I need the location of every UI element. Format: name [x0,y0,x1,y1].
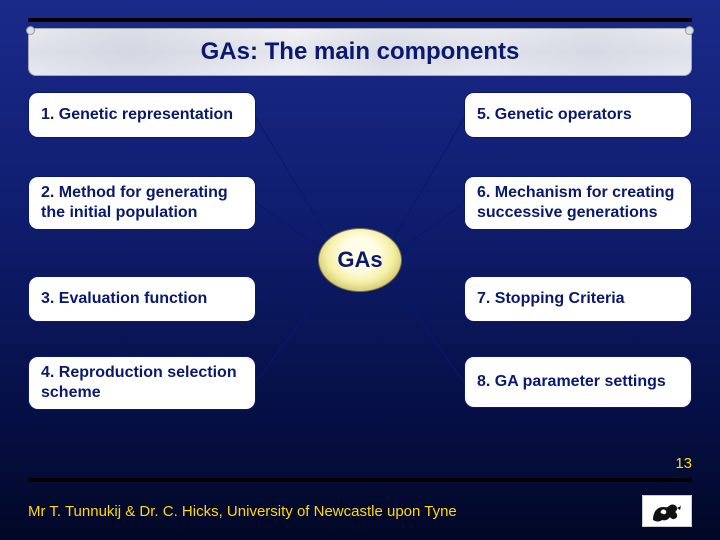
footer-rule [28,478,692,482]
card-parameter-settings: 8. GA parameter settings [464,356,692,408]
slide-title: GAs: The main components [201,38,520,66]
title-bar: GAs: The main components [28,28,692,76]
card-stopping-criteria: 7. Stopping Criteria [464,276,692,322]
slide: GAs: The main components GAs 1. Genetic … [0,0,720,540]
card-label: 2. Method for generating the initial pop… [41,183,245,223]
card-label: 7. Stopping Criteria [477,289,681,309]
center-node: GAs [318,228,402,292]
card-genetic-operators: 5. Genetic operators [464,92,692,138]
card-label: 6. Mechanism for creating successive gen… [477,183,681,223]
university-crest [642,495,692,527]
card-successive-generations: 6. Mechanism for creating successive gen… [464,176,692,230]
center-label: GAs [337,247,382,273]
card-evaluation-function: 3. Evaluation function [28,276,256,322]
footer: Mr T. Tunnukij & Dr. C. Hicks, Universit… [28,494,692,528]
card-initial-population: 2. Method for generating the initial pop… [28,176,256,230]
card-label: 8. GA parameter settings [477,372,681,392]
card-genetic-representation: 1. Genetic representation [28,92,256,138]
page-number: 13 [675,455,692,472]
top-rule [28,18,692,22]
diagram-area: GAs 1. Genetic representation 2. Method … [28,80,692,440]
card-label: 4. Reproduction selection scheme [41,363,245,403]
card-label: 3. Evaluation function [41,289,245,309]
card-label: 5. Genetic operators [477,105,681,125]
card-label: 1. Genetic representation [41,105,245,125]
card-reproduction-selection: 4. Reproduction selection scheme [28,356,256,410]
footer-text: Mr T. Tunnukij & Dr. C. Hicks, Universit… [28,503,457,520]
heraldic-lion-icon [647,498,687,524]
